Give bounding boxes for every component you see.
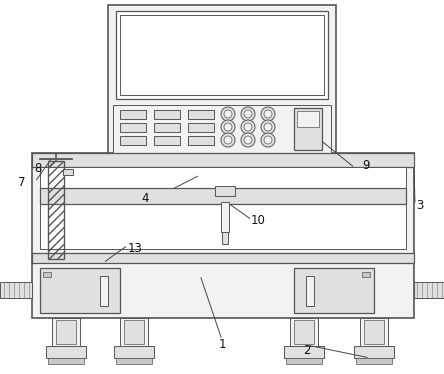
Bar (120, 15, 324, 95)
Bar (0, 282, 32, 298)
Circle shape (224, 123, 232, 131)
Text: 8: 8 (34, 162, 42, 175)
Bar (46, 346, 86, 358)
Circle shape (224, 136, 232, 144)
Bar (286, 358, 322, 364)
Text: 2: 2 (303, 343, 311, 356)
Bar (354, 346, 394, 358)
Bar (120, 110, 146, 119)
Circle shape (221, 107, 235, 121)
Bar (120, 123, 146, 132)
Bar (40, 268, 120, 313)
Bar (120, 136, 146, 145)
Bar (56, 320, 76, 344)
Circle shape (244, 136, 252, 144)
Bar (52, 318, 80, 346)
Bar (364, 320, 384, 344)
Text: 9: 9 (362, 159, 370, 172)
Bar (40, 188, 406, 204)
Circle shape (261, 107, 275, 121)
Bar (32, 263, 414, 318)
Bar (154, 110, 180, 119)
Circle shape (221, 120, 235, 134)
Circle shape (241, 107, 255, 121)
Bar (414, 282, 444, 298)
Bar (188, 123, 214, 132)
Bar (40, 167, 406, 249)
Text: 1: 1 (218, 338, 226, 352)
Circle shape (261, 120, 275, 134)
Bar (362, 272, 370, 277)
Circle shape (244, 123, 252, 131)
Circle shape (244, 110, 252, 118)
Bar (221, 202, 229, 232)
Bar (43, 272, 51, 277)
Bar (284, 346, 324, 358)
Bar (32, 153, 414, 167)
Bar (116, 358, 152, 364)
Bar (306, 276, 314, 306)
Bar (124, 320, 144, 344)
Bar (154, 123, 180, 132)
Bar (113, 105, 331, 153)
Bar (356, 358, 392, 364)
Bar (114, 346, 154, 358)
Circle shape (241, 133, 255, 147)
Text: 7: 7 (18, 175, 26, 188)
Circle shape (221, 133, 235, 147)
Text: 10: 10 (250, 214, 266, 227)
Bar (100, 276, 108, 306)
Circle shape (241, 120, 255, 134)
Bar (108, 5, 336, 155)
Text: 13: 13 (127, 242, 143, 254)
Bar (290, 318, 318, 346)
Bar (63, 169, 73, 175)
Circle shape (264, 136, 272, 144)
Circle shape (261, 133, 275, 147)
Bar (297, 111, 319, 127)
Bar (222, 232, 228, 244)
Bar (154, 136, 180, 145)
Bar (360, 318, 388, 346)
Bar (32, 153, 414, 263)
Text: 3: 3 (416, 199, 424, 212)
Bar (32, 253, 414, 263)
Bar (294, 320, 314, 344)
Bar (188, 136, 214, 145)
Text: 4: 4 (141, 191, 149, 205)
Bar (215, 186, 235, 196)
Bar (188, 110, 214, 119)
Bar (116, 11, 328, 99)
Bar (48, 161, 64, 259)
Circle shape (264, 110, 272, 118)
Circle shape (264, 123, 272, 131)
Bar (48, 358, 84, 364)
Circle shape (224, 110, 232, 118)
Bar (294, 268, 374, 313)
Bar (48, 161, 64, 259)
Bar (120, 318, 148, 346)
Bar (294, 108, 322, 150)
